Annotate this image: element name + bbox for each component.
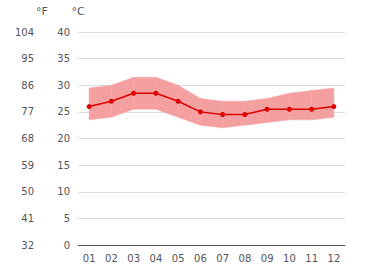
svg-text:09: 09 [261,253,274,264]
svg-text:30: 30 [57,80,70,91]
svg-text:77: 77 [21,106,34,117]
svg-text:08: 08 [239,253,252,264]
svg-text:35: 35 [57,53,70,64]
svg-text:12: 12 [328,253,341,264]
svg-text:°C: °C [71,5,85,18]
svg-text:25: 25 [57,106,70,117]
svg-text:04: 04 [150,253,163,264]
svg-text:20: 20 [57,133,70,144]
svg-text:95: 95 [21,53,34,64]
svg-text:59: 59 [21,160,34,171]
svg-text:5: 5 [64,213,70,224]
svg-text:06: 06 [194,253,207,264]
svg-text:10: 10 [283,253,296,264]
svg-text:03: 03 [127,253,140,264]
svg-text:01: 01 [83,253,96,264]
svg-text:02: 02 [105,253,118,264]
svg-text:15: 15 [57,160,70,171]
svg-text:07: 07 [216,253,229,264]
svg-text:41: 41 [21,213,34,224]
svg-text:0: 0 [64,240,70,251]
svg-text:86: 86 [21,80,34,91]
svg-text:05: 05 [172,253,185,264]
svg-text:104: 104 [15,27,34,38]
svg-text:°F: °F [36,5,48,18]
svg-text:50: 50 [21,186,34,197]
svg-text:32: 32 [21,240,34,251]
svg-text:11: 11 [305,253,318,264]
svg-text:10: 10 [57,186,70,197]
svg-text:68: 68 [21,133,34,144]
svg-text:40: 40 [57,27,70,38]
